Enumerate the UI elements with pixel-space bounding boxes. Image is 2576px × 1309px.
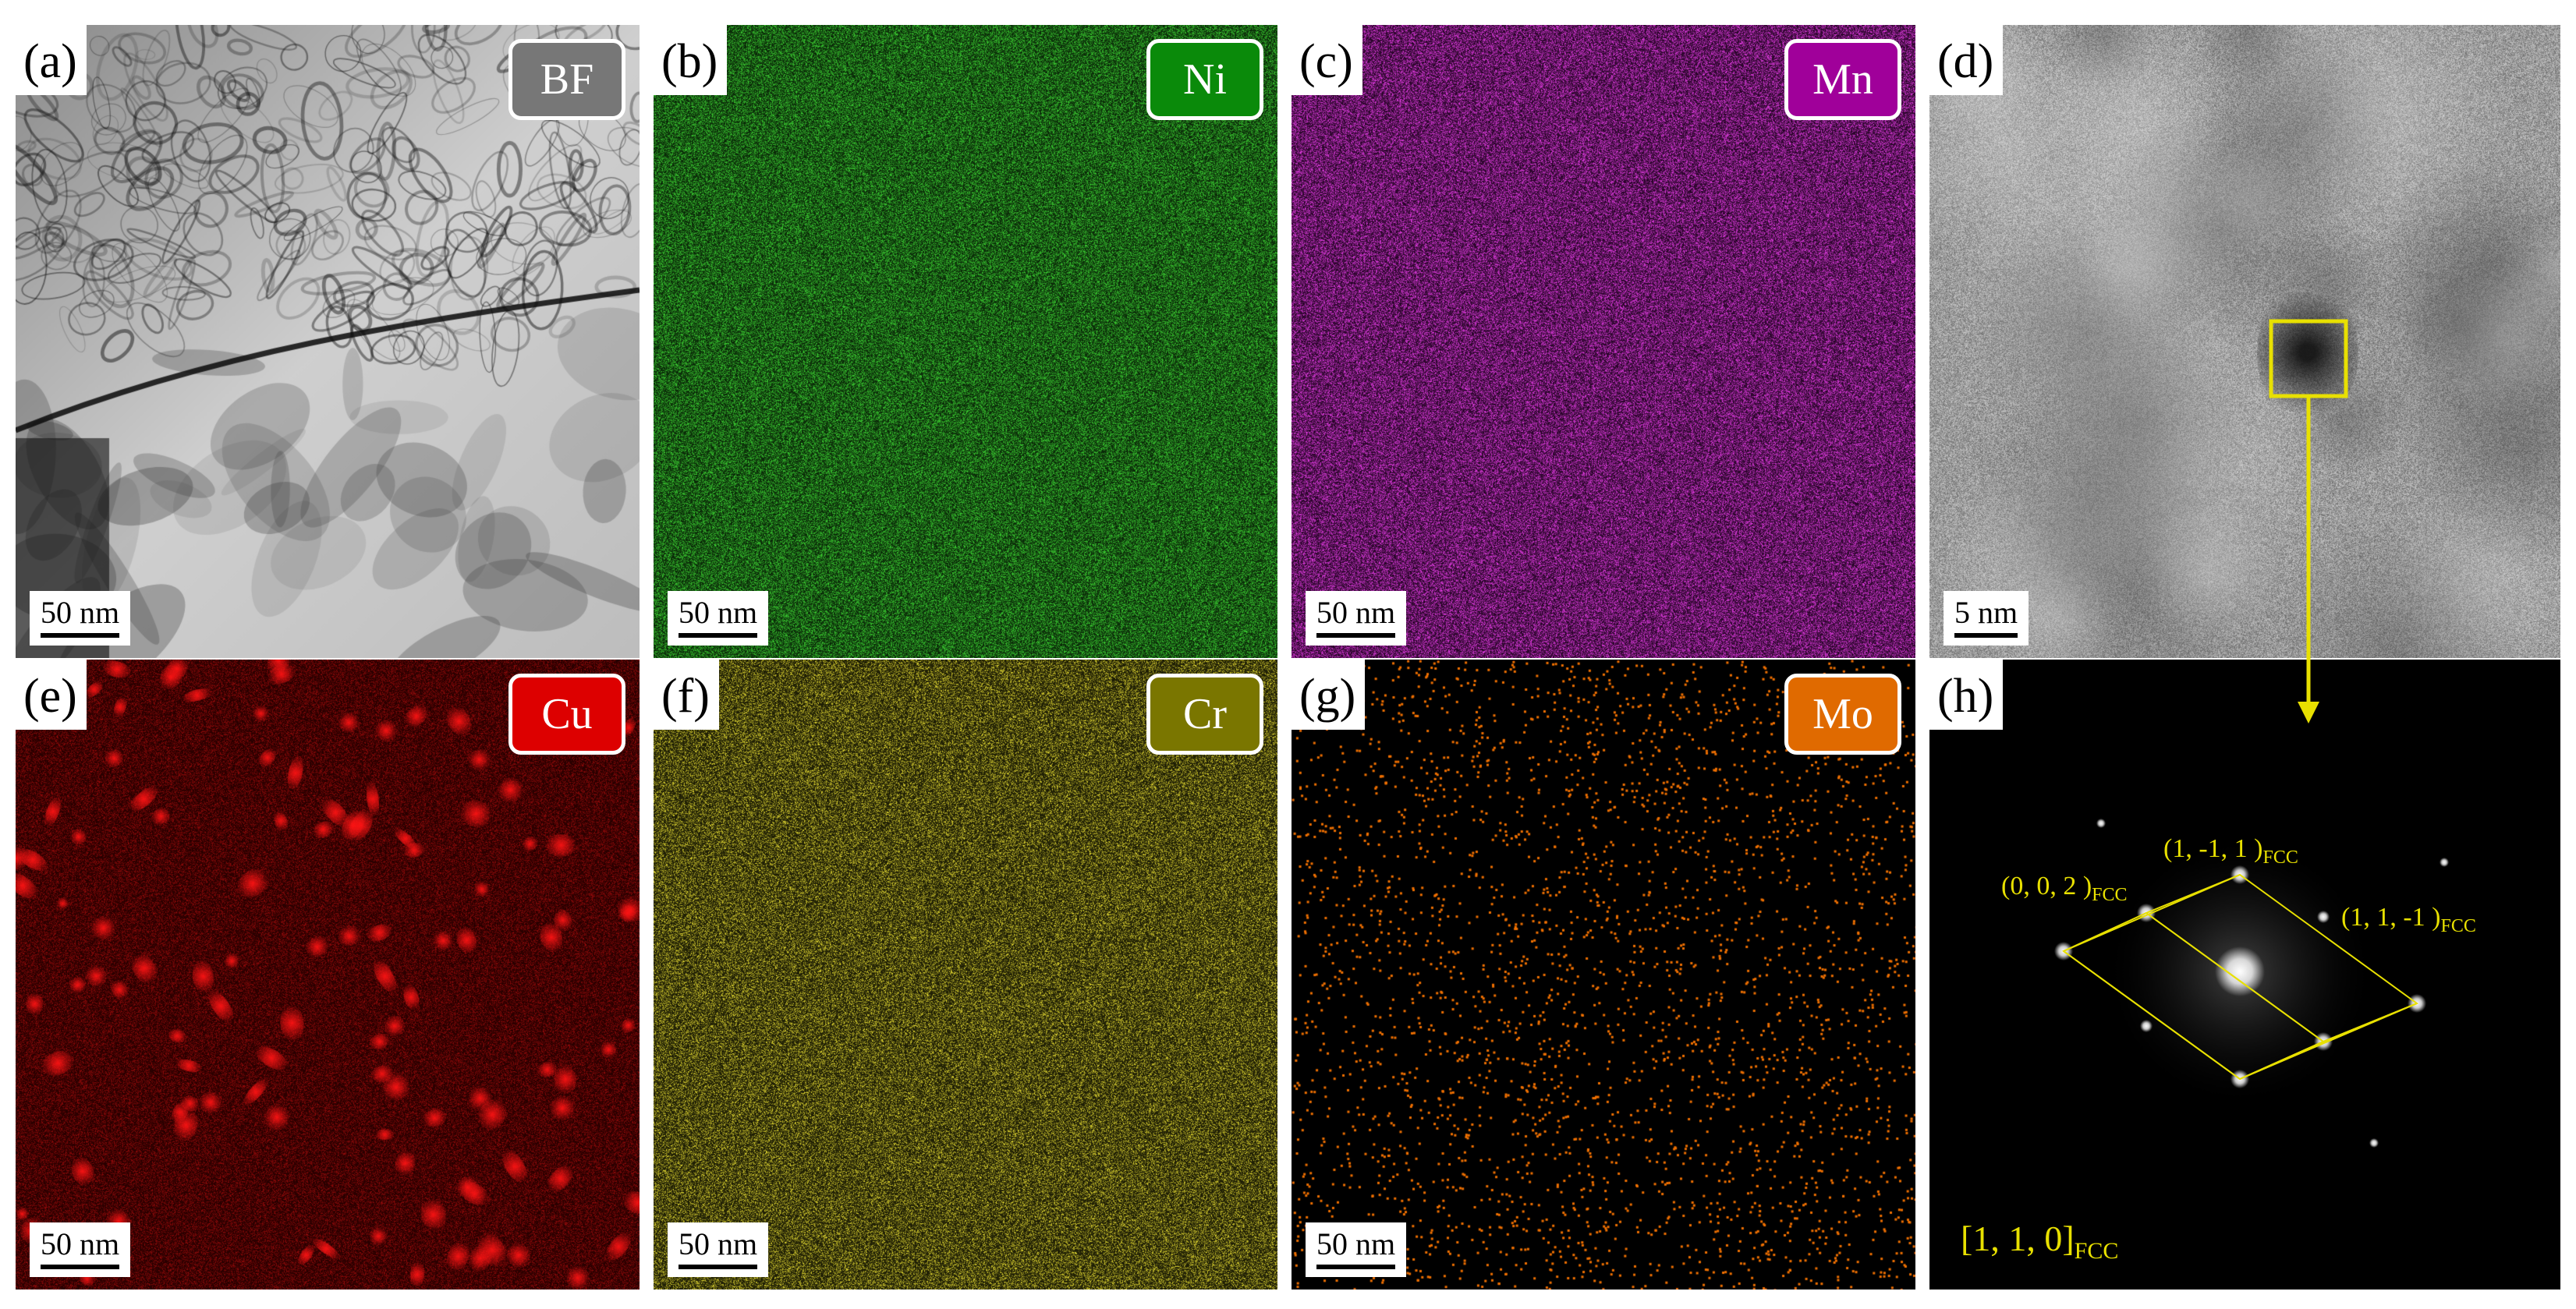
panel-c-mn-map: (c) Mn 50 nm [1292,25,1915,658]
panel-h-fft: (h) (1, -1, 1 )FCC (0, 0, 2 )FCC (1, 1, … [1929,660,2560,1290]
scale-bar-line [41,1265,120,1269]
mo-eds-map [1292,660,1915,1290]
scale-bar: 50 nm [30,1222,131,1277]
panel-g-mo-map: (g) Mo 50 nm [1292,660,1915,1290]
scale-bar: 50 nm [668,591,769,646]
fft-selection-box [2269,319,2348,398]
lattice-line [2239,1003,2418,1080]
scale-bar-line [679,633,758,638]
hrtem-image [1929,25,2560,658]
badge-cu: Cu [508,674,625,755]
spot-label-0-0-2: (0, 0, 2 )FCC [2001,872,2128,905]
badge-mo: Mo [1784,674,1901,755]
lattice-line [2063,874,2241,952]
scale-bar: 50 nm [1306,591,1407,646]
scale-bar-label: 50 nm [1316,595,1396,630]
badge-bf: BF [508,39,625,120]
scale-bar-label: 50 nm [41,1226,120,1261]
scale-bar: 50 nm [30,591,131,646]
panel-f-cr-map: (f) Cr 50 nm [654,660,1277,1290]
scale-bar-line [41,633,120,638]
scale-bar-line [1316,633,1396,638]
badge-cr: Cr [1146,674,1263,755]
panel-letter: (a) [16,25,87,95]
ni-eds-map [654,25,1277,658]
scale-bar: 50 nm [668,1222,769,1277]
scale-bar-label: 50 nm [1316,1226,1396,1261]
panel-letter: (b) [654,25,728,95]
fft-pattern [1929,660,2560,1290]
lattice-parallelogram-left [2062,911,2325,1081]
panel-e-cu-map: (e) Cu 50 nm [16,660,640,1290]
cr-eds-map [654,660,1277,1290]
scale-bar-label: 50 nm [679,595,758,630]
scale-bar-line [1316,1265,1396,1269]
panel-letter: (c) [1292,25,1362,95]
panel-letter: (f) [654,660,719,730]
zone-axis-label: [1, 1, 0]FCC [1961,1219,2119,1265]
bright-field-image [16,25,640,658]
badge-ni: Ni [1146,39,1263,120]
panel-a-bright-field: (a) BF 50 nm [16,25,640,658]
scale-bar-line [679,1265,758,1269]
scale-bar-label: 5 nm [1954,595,2018,630]
selection-box-overlay [2269,319,2348,398]
badge-mn: Mn [1784,39,1901,120]
fft-lattice-overlay [2062,873,2419,1081]
cu-eds-map [16,660,640,1290]
panel-d-hrtem: (d) 5 nm [1929,25,2560,658]
scale-bar-line [1954,633,2018,638]
scale-bar: 50 nm [1306,1222,1407,1277]
panel-b-ni-map: (b) Ni 50 nm [654,25,1277,658]
mn-eds-map [1292,25,1915,658]
panel-letter: (g) [1292,660,1366,730]
lattice-line [2063,950,2241,1080]
panel-letter: (d) [1929,25,2004,95]
scale-bar-label: 50 nm [679,1226,758,1261]
spot-label-1-m1-1: (1, -1, 1 )FCC [2163,834,2298,868]
panel-letter: (h) [1929,660,2004,730]
spot-label-1-1-m1: (1, 1, -1 )FCC [2341,903,2476,936]
scale-bar: 5 nm [1944,591,2029,646]
panel-letter: (e) [16,660,87,730]
lattice-parallelogram-upper [2144,873,2419,1043]
scale-bar-label: 50 nm [41,595,120,630]
